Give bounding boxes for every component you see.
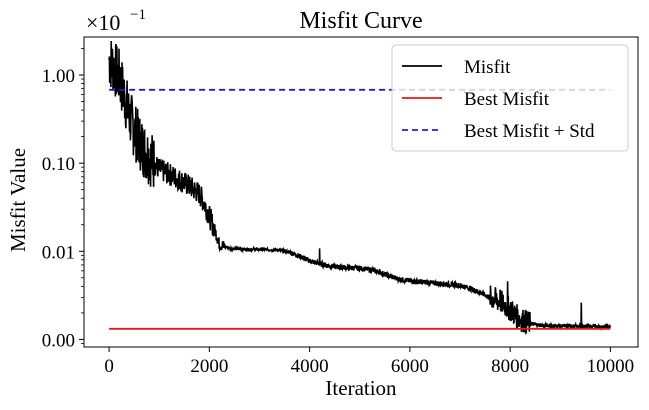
x-tick-label-1: 2000 xyxy=(190,356,228,377)
y-tick-label-3: 1.00 xyxy=(42,66,75,87)
y-axis-label: Misfit Value xyxy=(6,148,30,252)
legend-entry-0: Misfit xyxy=(464,57,511,78)
y-tick-label-1: 0.01 xyxy=(42,242,75,263)
legend-entry-2: Best Misfit + Std xyxy=(464,121,595,142)
x-tick-label-3: 6000 xyxy=(391,356,429,377)
x-tick-label-4: 8000 xyxy=(491,356,529,377)
legend-entry-1: Best Misfit xyxy=(464,89,550,110)
y-offset-exponent: −1 xyxy=(130,7,146,23)
x-tick-label-5: 10000 xyxy=(587,356,635,377)
legend: Misfit Best Misfit Best Misfit + Std xyxy=(391,44,629,152)
y-tick-label-0: 0.00 xyxy=(42,330,75,351)
plot-area xyxy=(108,40,611,335)
axes: 0 2000 4000 6000 8000 10000 0.00 0.01 0.10 1.00 xyxy=(42,36,639,377)
y-offset-base: ×10 xyxy=(86,10,120,35)
legend-box xyxy=(391,44,629,152)
plot-frame xyxy=(83,36,639,348)
chart-title: Misfit Curve xyxy=(299,8,422,34)
x-axis-label: Iteration xyxy=(325,376,397,400)
x-tick-label-2: 4000 xyxy=(291,356,329,377)
y-offset-label: ×10 −1 xyxy=(86,7,146,35)
x-tick-label-0: 0 xyxy=(104,356,114,377)
y-tick-label-2: 0.10 xyxy=(42,154,75,175)
series-line-0 xyxy=(108,40,611,335)
